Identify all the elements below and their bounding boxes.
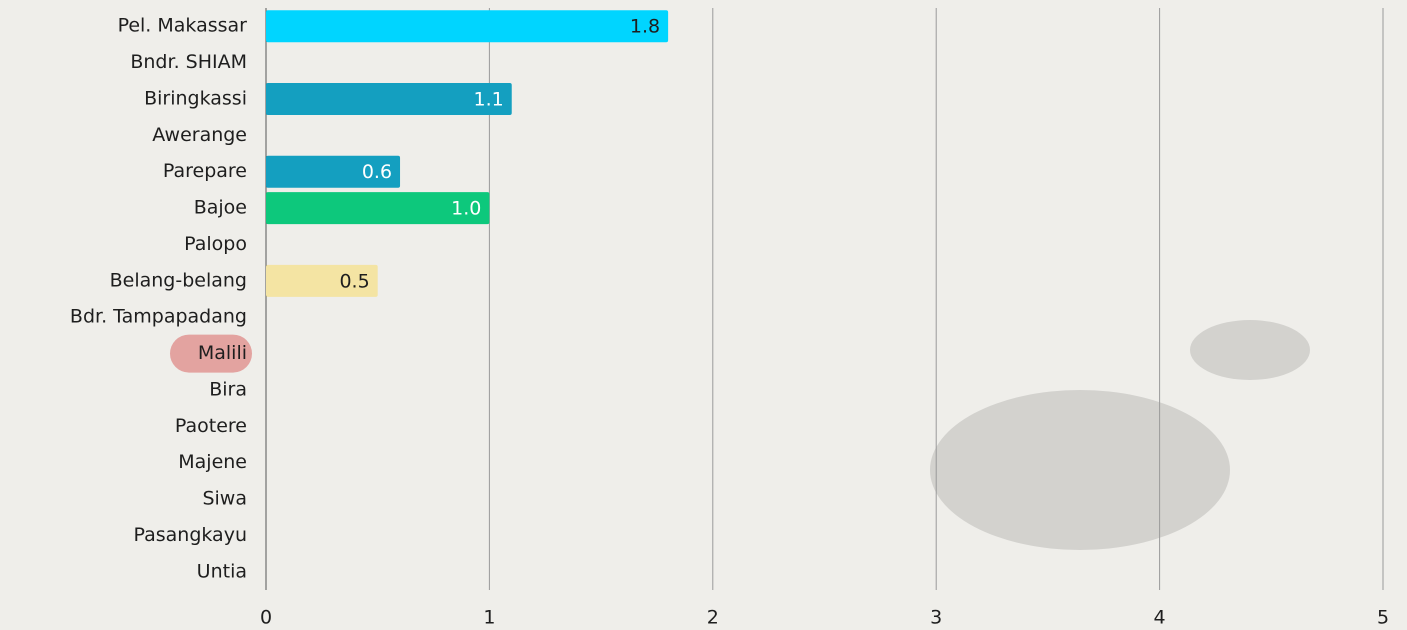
x-tick-label: 5	[1377, 607, 1389, 629]
bar	[266, 192, 490, 225]
value-label: 1.0	[451, 198, 481, 220]
x-tick-label: 2	[707, 607, 719, 629]
y-tick-label: Untia	[197, 560, 247, 582]
y-tick-label: Siwa	[202, 488, 247, 510]
y-tick-label: Bndr. SHIAM	[130, 51, 247, 73]
y-tick-label: Pasangkayu	[134, 524, 248, 546]
background-decoration	[930, 320, 1310, 550]
bar	[266, 10, 669, 43]
x-tick-label: 3	[930, 607, 942, 629]
y-tick-label: Palopo	[184, 233, 247, 255]
x-tick-label: 4	[1154, 607, 1166, 629]
bar	[266, 155, 401, 188]
y-tick-label: Bajoe	[194, 197, 247, 219]
y-tick-label: Awerange	[152, 124, 247, 146]
bar	[266, 82, 512, 115]
value-label: 0.5	[339, 270, 369, 292]
value-label: 0.6	[362, 161, 392, 183]
y-tick-label: Malili	[198, 342, 247, 364]
x-tick-label: 0	[260, 607, 272, 629]
y-tick-label: Parepare	[163, 160, 247, 182]
bar	[266, 264, 378, 297]
value-label: 1.1	[474, 88, 504, 110]
y-tick-label: Pel. Makassar	[118, 15, 248, 37]
y-tick-label: Paotere	[175, 415, 247, 437]
y-tick-label: Belang-belang	[110, 269, 247, 291]
y-tick-label: Bira	[209, 378, 247, 400]
y-tick-label: Majene	[178, 451, 247, 473]
category-highlight	[170, 334, 252, 373]
y-tick-label: Bdr. Tampapadang	[70, 306, 247, 328]
value-label: 1.8	[630, 16, 660, 38]
y-tick-label: Biringkassi	[144, 87, 247, 109]
x-tick-label: 1	[483, 607, 495, 629]
